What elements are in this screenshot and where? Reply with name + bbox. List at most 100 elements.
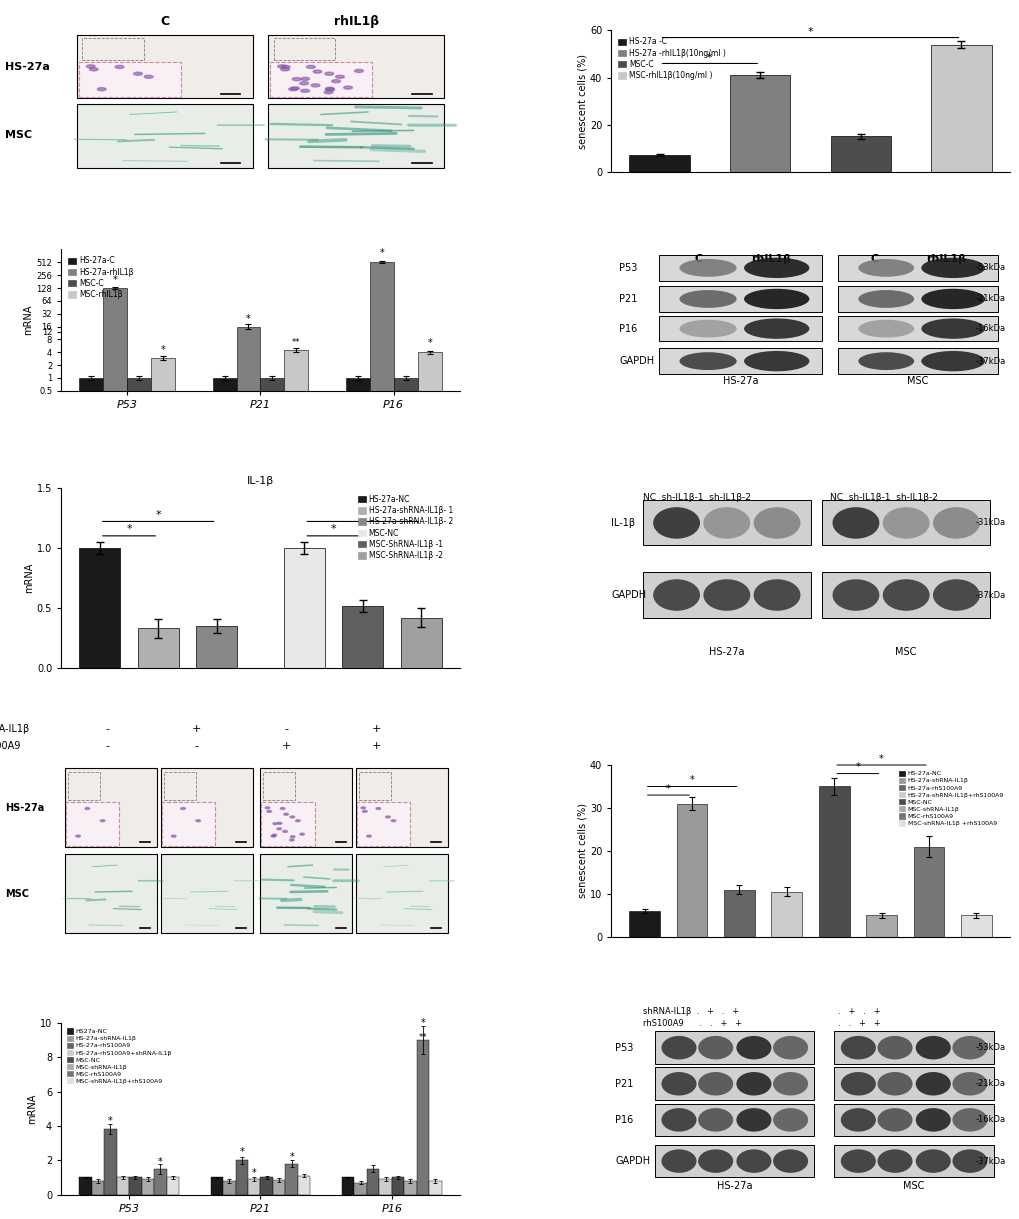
Title: IL-1β: IL-1β <box>247 475 274 485</box>
Text: P16: P16 <box>614 1115 633 1125</box>
Ellipse shape <box>840 1108 875 1131</box>
Circle shape <box>273 823 277 825</box>
FancyBboxPatch shape <box>643 573 810 618</box>
Ellipse shape <box>952 1072 986 1096</box>
Bar <box>369 262 393 1219</box>
Text: HS-27a: HS-27a <box>722 375 758 385</box>
Y-axis label: mRNA: mRNA <box>28 1093 37 1124</box>
Text: P53: P53 <box>614 1042 633 1053</box>
Bar <box>154 1169 166 1195</box>
Bar <box>770 892 801 937</box>
FancyBboxPatch shape <box>654 1103 814 1136</box>
Bar <box>116 1178 129 1195</box>
Bar <box>235 1160 248 1195</box>
Ellipse shape <box>876 1036 912 1059</box>
Text: *: * <box>108 1117 113 1126</box>
Ellipse shape <box>679 290 736 308</box>
Text: *: * <box>239 1147 244 1157</box>
Ellipse shape <box>932 507 979 539</box>
FancyBboxPatch shape <box>658 255 821 280</box>
Circle shape <box>277 65 286 68</box>
Circle shape <box>325 88 334 91</box>
Ellipse shape <box>660 1108 696 1131</box>
Text: P53: P53 <box>619 263 637 273</box>
Text: *: * <box>706 54 712 63</box>
Circle shape <box>280 68 289 71</box>
Text: *: * <box>252 1168 257 1178</box>
Text: -21kDa: -21kDa <box>975 295 1005 304</box>
Text: shRNA-IL1β: shRNA-IL1β <box>0 724 30 734</box>
Bar <box>273 1180 285 1195</box>
Ellipse shape <box>679 319 736 338</box>
Circle shape <box>311 84 320 87</box>
Bar <box>212 378 236 1219</box>
Ellipse shape <box>920 351 984 372</box>
Text: *: * <box>360 510 365 519</box>
Bar <box>298 1175 310 1195</box>
Y-axis label: senescent cells (%): senescent cells (%) <box>577 803 587 898</box>
Circle shape <box>115 66 123 68</box>
Bar <box>354 1182 367 1195</box>
Y-axis label: mRNA: mRNA <box>24 563 34 594</box>
Text: +: + <box>281 741 290 751</box>
Bar <box>913 847 944 937</box>
Bar <box>393 378 417 1219</box>
Circle shape <box>367 835 371 837</box>
Text: NC  sh-IL1β-1  sh-IL1β-2: NC sh-IL1β-1 sh-IL1β-2 <box>643 494 750 502</box>
Ellipse shape <box>743 257 809 278</box>
Bar <box>960 915 990 937</box>
Ellipse shape <box>743 351 809 372</box>
FancyBboxPatch shape <box>65 855 157 934</box>
Circle shape <box>324 90 332 94</box>
Bar <box>285 1164 298 1195</box>
Text: P16: P16 <box>619 323 637 334</box>
Bar <box>865 915 896 937</box>
Text: -: - <box>284 724 288 734</box>
Bar <box>79 547 120 668</box>
Ellipse shape <box>920 289 984 310</box>
Circle shape <box>265 807 270 809</box>
FancyBboxPatch shape <box>658 286 821 312</box>
Ellipse shape <box>772 1150 807 1173</box>
Circle shape <box>300 833 304 835</box>
Circle shape <box>100 819 105 822</box>
FancyBboxPatch shape <box>162 802 215 846</box>
Text: HS-27a: HS-27a <box>708 647 744 657</box>
Ellipse shape <box>743 289 809 310</box>
Bar <box>429 1181 441 1195</box>
Ellipse shape <box>920 257 984 278</box>
Bar <box>283 547 324 668</box>
Circle shape <box>325 88 334 90</box>
Bar <box>223 1181 235 1195</box>
Ellipse shape <box>652 579 699 611</box>
Ellipse shape <box>772 1072 807 1096</box>
Bar <box>210 1178 223 1195</box>
Text: MSC: MSC <box>907 375 928 385</box>
Text: HS-27a: HS-27a <box>5 803 45 813</box>
Text: C: C <box>694 254 702 263</box>
Bar <box>92 1181 104 1195</box>
FancyBboxPatch shape <box>821 573 988 618</box>
FancyBboxPatch shape <box>654 1068 814 1100</box>
Legend: HS-27a-C, HS-27a-rhIL1β, MSC-C, MSC-rhIL1β: HS-27a-C, HS-27a-rhIL1β, MSC-C, MSC-rhIL… <box>65 254 137 302</box>
Text: *: * <box>427 339 432 349</box>
Y-axis label: senescent cells (%): senescent cells (%) <box>577 54 587 149</box>
Ellipse shape <box>858 258 913 277</box>
Ellipse shape <box>772 1036 807 1059</box>
Ellipse shape <box>932 579 979 611</box>
Bar <box>404 1181 417 1195</box>
Circle shape <box>362 811 367 812</box>
Ellipse shape <box>876 1108 912 1131</box>
Text: -53kDa: -53kDa <box>975 263 1005 272</box>
FancyBboxPatch shape <box>78 62 180 98</box>
Ellipse shape <box>840 1150 875 1173</box>
Ellipse shape <box>697 1108 733 1131</box>
Ellipse shape <box>858 290 913 308</box>
Text: P21: P21 <box>614 1079 633 1089</box>
Ellipse shape <box>652 507 699 539</box>
Bar <box>829 137 891 172</box>
Circle shape <box>361 807 365 809</box>
Ellipse shape <box>697 1072 733 1096</box>
Text: +: + <box>371 741 380 751</box>
Text: *: * <box>113 275 117 285</box>
